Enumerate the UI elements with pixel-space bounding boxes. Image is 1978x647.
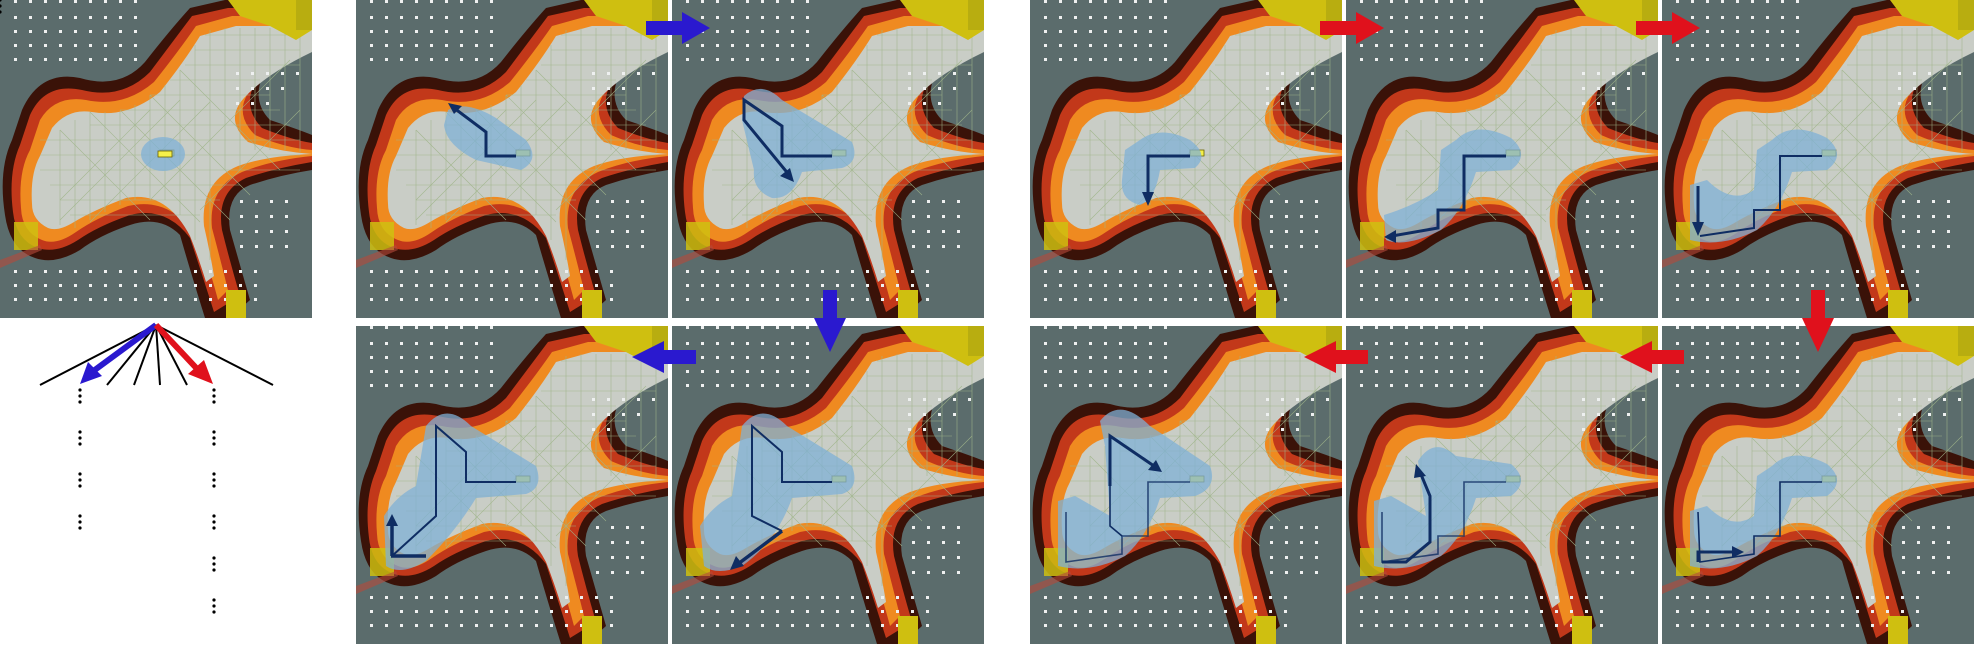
tree-ellipsis-right [212,388,216,614]
red-step-3 [1662,0,1974,318]
blue-step-1 [356,0,668,318]
blue-step-3 [672,326,984,644]
tree-branches [39,324,274,386]
tree-branch-red [153,322,213,384]
red-step-1 [1030,0,1342,318]
red-arrow-down [1802,290,1834,352]
tree-branch-blue [80,322,158,384]
blue-arrow-left [632,341,696,373]
red-arrow-right-2 [1636,12,1700,44]
red-step-5 [1346,326,1658,644]
search-tree [0,0,274,614]
root-state-map [0,0,312,318]
blue-step-4 [356,326,668,644]
red-step-2 [1346,0,1658,318]
tree-ellipsis-left [0,0,82,530]
red-step-6 [1030,326,1342,644]
red-arrow-left-2 [1304,341,1368,373]
blue-arrow-down [814,290,846,352]
red-arrow-left-1 [1620,341,1684,373]
blue-arrow-right [646,12,710,44]
red-step-4 [1662,326,1974,644]
blue-step-2 [672,0,984,318]
red-arrow-right-1 [1320,12,1384,44]
